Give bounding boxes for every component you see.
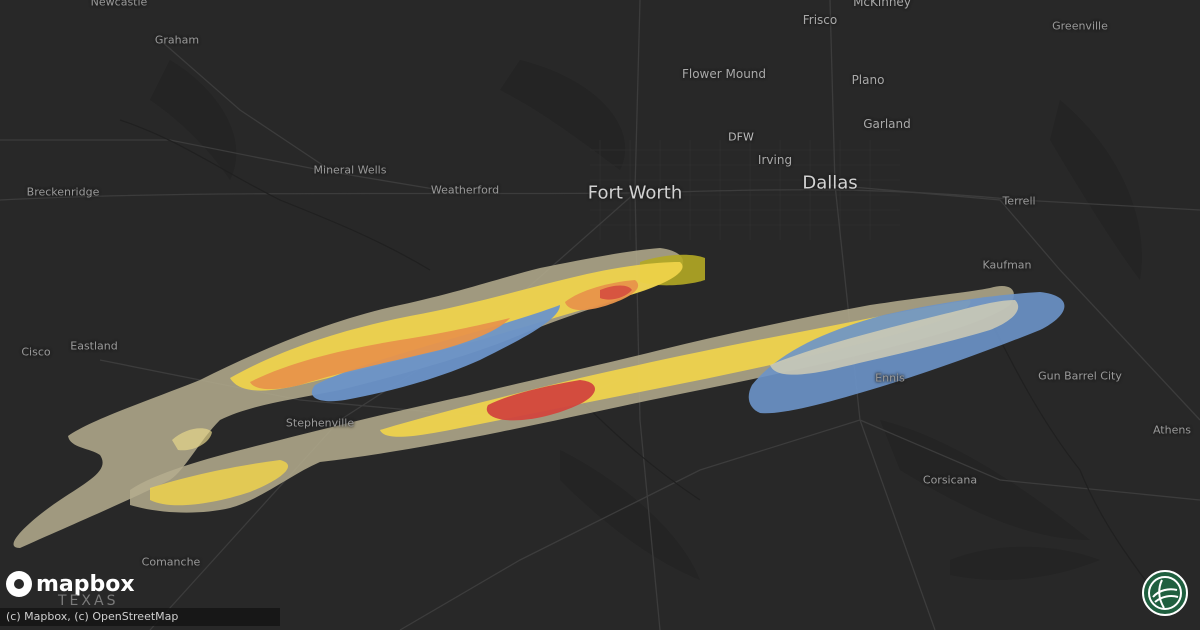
place-label-comanche: Comanche xyxy=(141,555,201,569)
place-label-breckenridge: Breckenridge xyxy=(26,185,100,199)
swath-south-west-pale xyxy=(172,428,212,451)
place-label-garland: Garland xyxy=(863,117,911,131)
map-attribution[interactable]: (c) Mapbox, (c) OpenStreetMap xyxy=(0,608,280,626)
place-label-eastland: Eastland xyxy=(70,339,118,353)
place-label-corsicana: Corsicana xyxy=(922,473,978,487)
mapbox-logo-icon xyxy=(6,571,32,597)
hail-swath-north xyxy=(13,248,705,548)
brand-globe-graphic xyxy=(1148,576,1182,610)
place-label-frisco: Frisco xyxy=(802,13,838,27)
swath-south-pale xyxy=(770,300,1019,375)
place-label-greenville: Greenville xyxy=(1052,19,1108,33)
mapbox-logo-text: mapbox xyxy=(36,571,135,597)
place-label-kaufman: Kaufman xyxy=(982,258,1032,272)
region-label: TEXAS xyxy=(58,593,119,609)
place-label-fort-worth: Fort Worth xyxy=(587,182,683,204)
place-label-terrell: Terrell xyxy=(1002,194,1036,208)
place-label-athens: Athens xyxy=(1152,423,1192,437)
place-label-gun-barrel-city: Gun Barrel City xyxy=(1038,369,1122,383)
place-label-irving: Irving xyxy=(757,153,793,167)
mapbox-logo[interactable]: mapbox xyxy=(6,571,135,597)
brand-globe-icon xyxy=(1142,570,1188,616)
place-label-weatherford: Weatherford xyxy=(430,183,500,197)
swath-south-red xyxy=(486,380,595,421)
place-label-cisco: Cisco xyxy=(21,345,51,359)
terrain-shading xyxy=(150,60,1142,580)
place-label-mckinney: McKinney xyxy=(853,0,911,9)
hail-swath-south xyxy=(130,285,1065,513)
place-label-graham: Graham xyxy=(154,33,200,47)
place-label-stephenville: Stephenville xyxy=(285,416,355,430)
place-label-ennis: Ennis xyxy=(875,371,905,385)
place-label-flower-mound: Flower Mound xyxy=(681,67,767,81)
swath-north-orange xyxy=(250,318,510,390)
swath-north-blue xyxy=(311,305,560,402)
swath-south-west-yellow xyxy=(150,460,289,506)
swath-north-red xyxy=(600,285,632,300)
place-label-dfw: DFW xyxy=(728,130,754,144)
place-label-dallas: Dallas xyxy=(802,172,858,194)
place-label-newcastle: Newcastle xyxy=(90,0,148,9)
place-label-mineral-wells: Mineral Wells xyxy=(313,163,387,177)
place-label-plano: Plano xyxy=(851,73,885,87)
